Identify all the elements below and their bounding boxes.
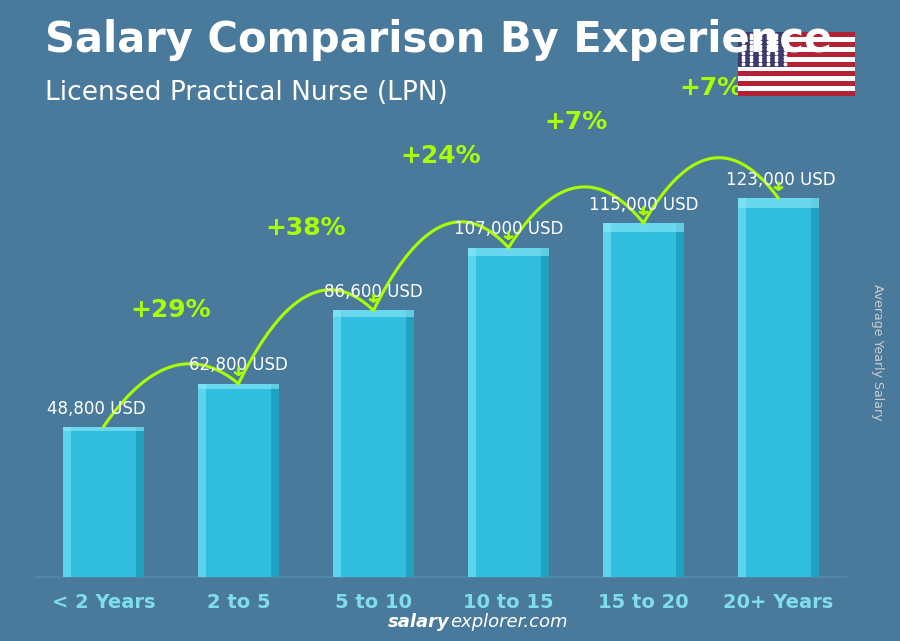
Bar [738, 199, 746, 577]
Bar [738, 32, 855, 37]
Bar [198, 384, 206, 577]
Text: explorer.com: explorer.com [450, 613, 568, 631]
Bar [738, 37, 855, 42]
Bar [271, 384, 279, 577]
Bar [406, 310, 414, 577]
Text: +29%: +29% [130, 298, 212, 322]
Bar [136, 427, 144, 577]
Bar [811, 199, 819, 577]
Bar [198, 384, 279, 388]
Bar [63, 427, 144, 577]
Text: 123,000 USD: 123,000 USD [726, 171, 836, 189]
Bar [738, 56, 855, 62]
Bar [333, 310, 414, 577]
Bar [333, 310, 341, 577]
Bar [603, 223, 684, 232]
Bar [738, 32, 785, 67]
Text: 86,600 USD: 86,600 USD [324, 283, 423, 301]
Text: 62,800 USD: 62,800 USD [189, 356, 288, 374]
Bar [738, 91, 855, 96]
Text: 107,000 USD: 107,000 USD [454, 221, 563, 238]
Bar [738, 76, 855, 81]
Bar [468, 247, 549, 256]
Bar [738, 47, 855, 52]
Bar [63, 427, 71, 577]
Text: +38%: +38% [266, 215, 346, 240]
Bar [676, 223, 684, 577]
Bar [738, 199, 819, 208]
Bar [738, 72, 855, 76]
Text: +7%: +7% [680, 76, 742, 100]
Bar [603, 223, 684, 577]
Text: salary: salary [388, 613, 450, 631]
Text: Licensed Practical Nurse (LPN): Licensed Practical Nurse (LPN) [45, 80, 448, 106]
Bar [63, 427, 144, 431]
Bar [738, 42, 855, 47]
Bar [738, 62, 855, 67]
Bar [541, 247, 549, 577]
Bar [468, 247, 476, 577]
Bar [468, 247, 549, 577]
Bar [198, 384, 279, 577]
Bar [738, 52, 855, 56]
Text: +7%: +7% [544, 110, 608, 134]
Text: +24%: +24% [400, 144, 482, 168]
Bar [738, 81, 855, 87]
Bar [738, 199, 819, 577]
Text: Salary Comparison By Experience: Salary Comparison By Experience [45, 19, 832, 62]
Text: Average Yearly Salary: Average Yearly Salary [871, 285, 884, 420]
Text: 48,800 USD: 48,800 USD [48, 399, 146, 417]
Bar [738, 87, 855, 91]
Text: 115,000 USD: 115,000 USD [589, 196, 698, 214]
Bar [603, 223, 611, 577]
Bar [333, 310, 414, 317]
Bar [738, 67, 855, 72]
